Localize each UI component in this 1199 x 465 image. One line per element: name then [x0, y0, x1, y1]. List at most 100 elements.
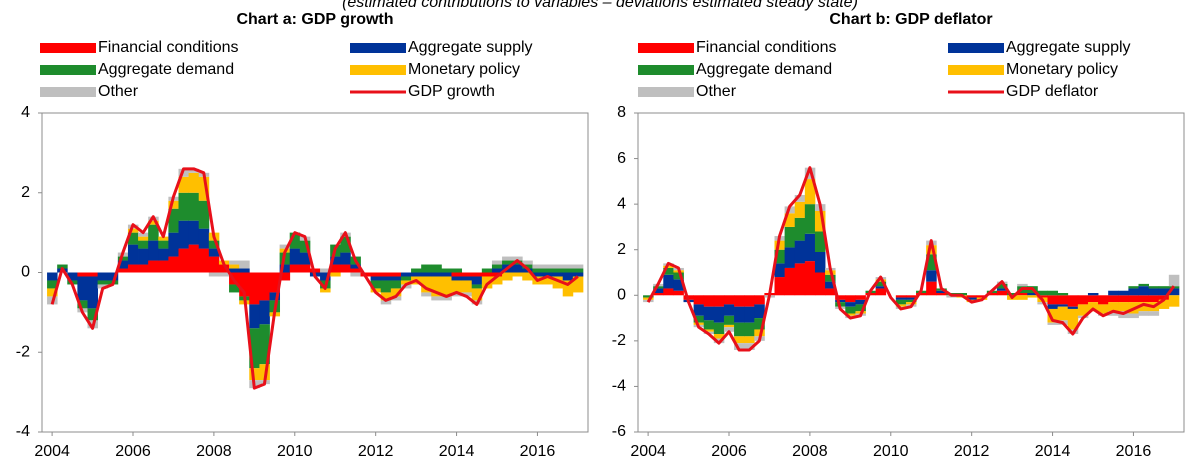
- bar-segment: [512, 272, 523, 277]
- bar-segment: [1087, 302, 1099, 312]
- y-tick-label: 4: [617, 195, 626, 212]
- bar-segment: [269, 272, 281, 293]
- bar-segment: [1047, 308, 1059, 323]
- bar-segment: [734, 306, 745, 323]
- bar-segment: [471, 288, 483, 301]
- bar-segment: [703, 320, 715, 330]
- y-tick-label: 2: [617, 241, 626, 258]
- x-tick-label: 2006: [115, 443, 151, 460]
- bar-segment: [249, 272, 260, 305]
- legend-label: Financial conditions: [98, 39, 239, 56]
- bar-segment: [723, 324, 735, 328]
- bar-segment: [1118, 302, 1129, 312]
- bar-segment: [734, 295, 745, 307]
- bar-segment: [168, 232, 179, 257]
- bar-segment: [1047, 295, 1059, 305]
- bar-segment: [1128, 288, 1139, 296]
- bar-segment: [774, 263, 786, 278]
- bar-segment: [259, 324, 270, 365]
- bar-segment: [279, 264, 291, 273]
- bar-segment: [663, 274, 674, 289]
- bar-segment: [127, 244, 139, 265]
- bar-segment: [491, 276, 503, 285]
- bar-segment: [754, 318, 765, 330]
- bar-segment: [441, 276, 452, 297]
- bar-segment: [502, 260, 513, 265]
- bar-segment: [804, 233, 816, 262]
- bar-segment: [825, 274, 836, 282]
- bar-segment: [461, 272, 473, 277]
- bar-segment: [502, 272, 513, 281]
- bar-segment: [158, 260, 169, 273]
- bar-segment: [491, 260, 503, 265]
- bar-segment: [693, 315, 705, 323]
- bar-segment: [491, 264, 503, 269]
- bar-segment: [57, 264, 68, 269]
- bar-segment: [198, 228, 210, 249]
- bar-segment: [127, 228, 139, 233]
- bar-segment: [330, 272, 341, 277]
- plot-frame: [637, 112, 1185, 433]
- bar-segment: [451, 280, 463, 293]
- bar-segment: [77, 272, 88, 277]
- bar-segment: [67, 272, 78, 281]
- bar-segment: [188, 172, 200, 193]
- bar-segment: [905, 297, 917, 300]
- legend-label: Other: [696, 83, 737, 100]
- bar-segment: [936, 290, 947, 294]
- bar-segment: [572, 276, 584, 293]
- bar-segment: [421, 272, 432, 277]
- bar-segment: [481, 272, 493, 277]
- x-tick-label: 2016: [520, 443, 556, 460]
- bar-segment: [522, 272, 533, 281]
- bar-segment: [1067, 295, 1079, 307]
- bar-segment: [905, 302, 917, 305]
- bar-segment: [713, 295, 725, 307]
- bar-segment: [47, 272, 58, 281]
- bar-segment: [471, 284, 483, 289]
- bar-segment: [400, 280, 412, 285]
- bar-segment: [330, 264, 341, 273]
- bar-segment: [431, 264, 442, 273]
- bar-segment: [673, 290, 684, 296]
- y-tick-label: 6: [617, 150, 626, 167]
- bar-segment: [127, 232, 139, 245]
- bar-segment: [562, 280, 574, 297]
- bar-segment: [532, 264, 543, 269]
- bar-segment: [744, 336, 755, 344]
- bar-segment: [390, 276, 402, 281]
- bar-segment: [905, 295, 917, 298]
- bar-segment: [1138, 283, 1150, 287]
- bar-segment: [814, 210, 826, 232]
- bar-segment: [421, 276, 432, 293]
- bar-segment: [754, 304, 765, 319]
- bar-segment: [1108, 311, 1119, 316]
- bar-segment: [340, 264, 351, 273]
- bar-segment: [461, 276, 473, 281]
- bar-segment: [168, 256, 179, 273]
- bar-segment: [562, 268, 574, 273]
- bar-segment: [1148, 295, 1160, 303]
- bar-segment: [451, 276, 463, 281]
- bar-segment: [895, 304, 907, 307]
- bar-segment: [117, 256, 129, 261]
- bar-segment: [158, 240, 169, 249]
- bar-segment: [461, 280, 473, 293]
- bar-segment: [774, 249, 786, 264]
- bar-segment: [461, 292, 473, 297]
- bar-segment: [845, 295, 856, 303]
- bar-segment: [1027, 295, 1038, 298]
- bar-segment: [148, 260, 159, 273]
- bar-segment: [421, 292, 432, 297]
- bar-segment: [966, 297, 978, 300]
- legend-swatch: [638, 43, 694, 53]
- legend-label: Monetary policy: [1006, 61, 1118, 78]
- bar-segment: [1077, 304, 1089, 316]
- bar-segment: [77, 276, 88, 301]
- bar-segment: [350, 272, 361, 277]
- bar-segment: [1057, 295, 1069, 305]
- bar-segment: [976, 295, 988, 298]
- bar-segment: [1108, 290, 1119, 296]
- bar-segment: [643, 295, 654, 298]
- y-tick-label: -2: [612, 332, 626, 349]
